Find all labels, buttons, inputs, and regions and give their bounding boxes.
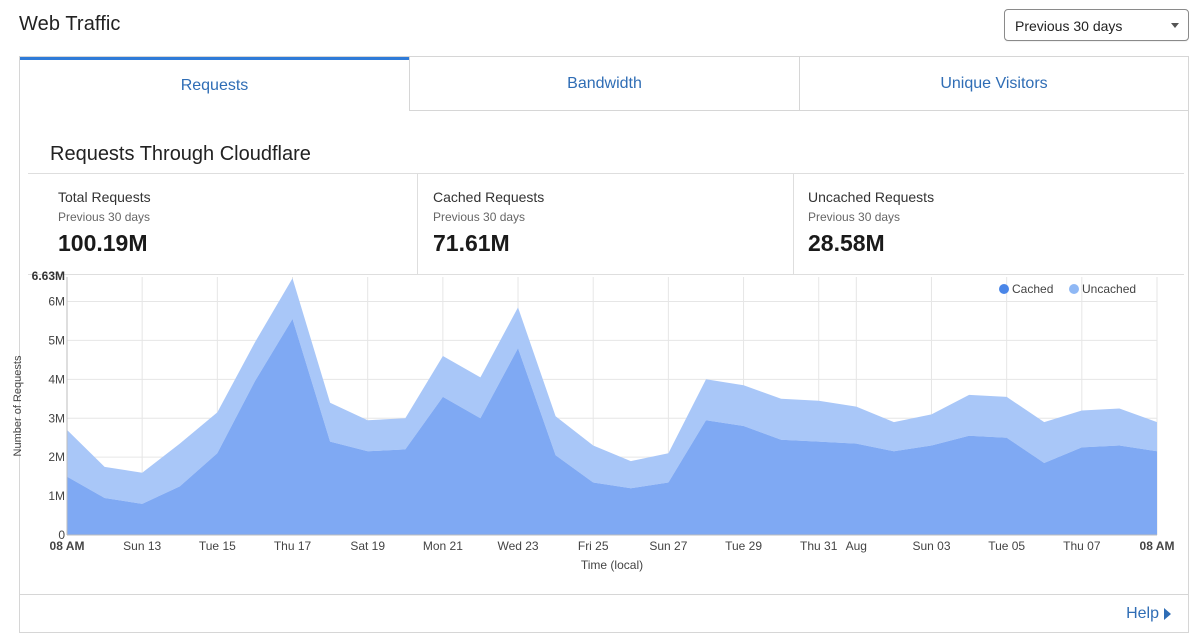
x-tick-label: Tue 29 [725, 539, 762, 553]
x-tick-label: Mon 21 [423, 539, 463, 553]
page-title: Web Traffic [19, 13, 121, 35]
uncached-area [67, 278, 1157, 504]
stat-sublabel: Previous 30 days [808, 210, 901, 224]
stat-sublabel: Previous 30 days [433, 210, 526, 224]
x-tick-label: Sun 27 [649, 539, 687, 553]
tab-requests[interactable]: Requests [20, 57, 409, 111]
legend-swatch-cached [999, 284, 1009, 294]
date-range-select[interactable]: Previous 30 days [1004, 9, 1189, 41]
y-axis-title: Number of Requests [12, 355, 24, 456]
stats-row: Total Requests Previous 30 days 100.19M … [28, 173, 1184, 275]
stat-uncached-requests: Uncached Requests Previous 30 days 28.58… [793, 174, 1184, 274]
x-tick-label: Sun 03 [912, 539, 950, 553]
stat-label: Uncached Requests [808, 189, 935, 205]
x-tick-label: Sat 19 [350, 539, 385, 553]
tab-label: Unique Visitors [940, 74, 1048, 92]
tab-unique-visitors[interactable]: Unique Visitors [799, 57, 1188, 111]
requests-chart: 0 1M 2M 3M 4M 5M 6M 6.63M 08 AM Sun 13 Tue 15 Thu 1… [12, 269, 1175, 572]
y-tick-label: 3M [48, 411, 65, 425]
x-tick-label: Wed 23 [497, 539, 538, 553]
stat-sublabel: Previous 30 days [58, 210, 151, 224]
stat-value: 71.61M [433, 230, 510, 256]
y-tick-label: 0 [58, 528, 65, 542]
stat-label: Total Requests [58, 189, 151, 205]
y-tick-label: 1M [48, 489, 65, 503]
cached-area [67, 319, 1157, 535]
tab-bandwidth[interactable]: Bandwidth [409, 57, 799, 111]
x-tick-label: 08 AM [1140, 539, 1175, 553]
x-tick-label: Sun 13 [123, 539, 161, 553]
tab-label: Requests [180, 76, 249, 94]
y-tick-label: 6M [48, 295, 65, 309]
section-title: Requests Through Cloudflare [50, 143, 311, 165]
x-axis-title: Time (local) [581, 558, 643, 572]
y-tick-label: 5M [48, 333, 65, 347]
stat-total-requests: Total Requests Previous 30 days 100.19M [28, 174, 417, 274]
x-tick-label: Thu 17 [274, 539, 312, 553]
caret-right-icon [1164, 608, 1171, 620]
y-tick-label: 4M [48, 372, 65, 386]
x-tick-label: Thu 07 [1063, 539, 1101, 553]
panel-footer: Help [20, 594, 1188, 632]
stat-label: Cached Requests [433, 189, 545, 205]
x-tick-label: Tue 05 [988, 539, 1025, 553]
help-link[interactable]: Help [1126, 605, 1171, 623]
legend-swatch-uncached [1069, 284, 1079, 294]
traffic-panel: Requests Bandwidth Unique Visitors Reque… [19, 56, 1189, 633]
tab-bar: Requests Bandwidth Unique Visitors [20, 57, 1188, 111]
x-tick-label: Fri 25 [578, 539, 609, 553]
x-tick-label: 08 AM [50, 539, 85, 553]
y-tick-label: 2M [48, 450, 65, 464]
chevron-down-icon [1171, 23, 1179, 28]
help-label: Help [1126, 605, 1159, 622]
x-tick-label: Aug [846, 539, 867, 553]
stat-cached-requests: Cached Requests Previous 30 days 71.61M [417, 174, 793, 274]
stat-value: 28.58M [808, 230, 885, 256]
legend-label-uncached: Uncached [1082, 282, 1136, 296]
legend-label-cached: Cached [1012, 282, 1053, 296]
y-max-label: 6.63M [32, 269, 65, 283]
date-range-value: Previous 30 days [1015, 18, 1123, 34]
tab-label: Bandwidth [567, 74, 642, 92]
stat-value: 100.19M [58, 230, 148, 256]
x-tick-label: Tue 15 [199, 539, 236, 553]
x-tick-label: Thu 31 [800, 539, 838, 553]
